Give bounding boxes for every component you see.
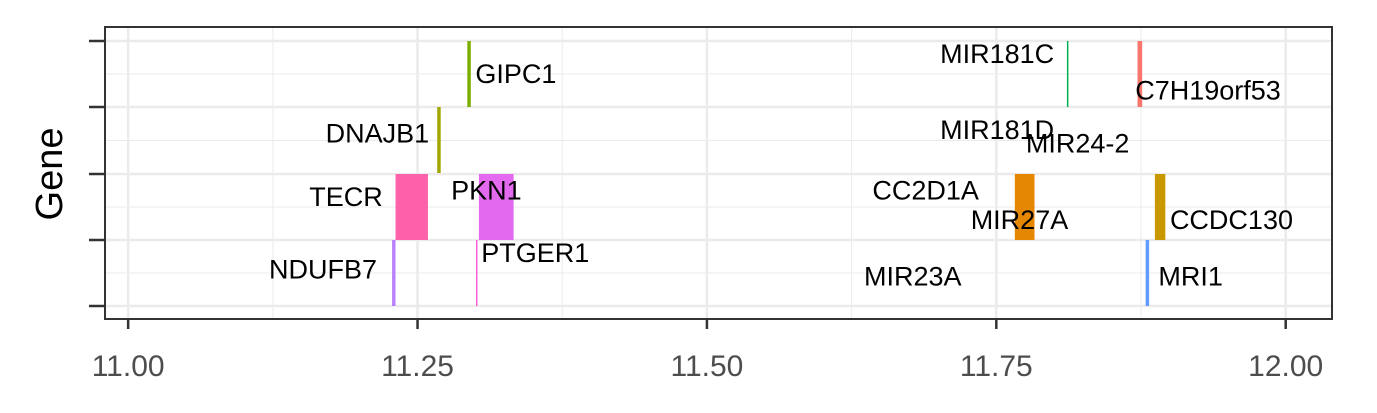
- gene-mark-gipc1: [467, 41, 471, 107]
- gene-label-tecr: TECR: [309, 182, 383, 212]
- gene-mark-tecr: [395, 174, 428, 240]
- x-tick-label: 11.50: [670, 350, 743, 383]
- gene-label-c7h19orf53: C7H19orf53: [1135, 76, 1281, 106]
- gene-mark-ccdc130: [1154, 174, 1166, 240]
- gene-mark-mri1: [1145, 240, 1150, 306]
- gene-label-mir24-2: MIR24-2: [1026, 128, 1130, 158]
- x-tick-label: 12.00: [1248, 350, 1323, 383]
- y-axis-ticks: [89, 39, 105, 308]
- gene-mark-mir27a: [1014, 174, 1035, 240]
- gene-label-ndufb7: NDUFB7: [269, 255, 377, 285]
- gene-mark-ptger1: [475, 240, 478, 306]
- y-axis-title: Gene: [29, 128, 71, 221]
- gene-label-mir23a: MIR23A: [864, 261, 962, 291]
- gene-marks: [392, 41, 1166, 306]
- gene-mark-c7h19orf53: [1137, 41, 1143, 107]
- gene-label-mri1: MRI1: [1158, 261, 1223, 291]
- x-tick-label: 11.75: [960, 350, 1033, 383]
- x-axis-tick-labels: 11.00 11.25 11.50 11.75 12.00: [92, 350, 1324, 383]
- gene-label-ptger1: PTGER1: [481, 238, 589, 268]
- x-tick-label: 11.25: [381, 350, 454, 383]
- gene-label-mir181c: MIR181C: [940, 39, 1054, 69]
- gene-mark-ndufb7: [392, 240, 396, 306]
- gene-label-ccdc130: CCDC130: [1170, 205, 1293, 235]
- gene-label-dnajb1: DNAJB1: [326, 118, 430, 148]
- major-grid: [105, 27, 1332, 319]
- gene-mark-mir181c: [1066, 41, 1069, 107]
- x-tick-label: 11.00: [92, 350, 165, 383]
- gene-label-mir181d: MIR181D: [940, 115, 1054, 145]
- gene-mark-pkn1: [478, 174, 514, 240]
- gene-mark-dnajb1: [437, 107, 441, 173]
- gene-label-mir27a: MIR27A: [971, 205, 1069, 235]
- gene-label-pkn1: PKN1: [451, 176, 522, 206]
- gene-label-cc2d1a: CC2D1A: [872, 176, 979, 206]
- x-axis-ticks: [126, 319, 1287, 329]
- gene-label-gipc1: GIPC1: [475, 59, 556, 89]
- gene-labels: GIPC1 MIR181C C7H19orf53 DNAJB1 MIR181DMIR24…: [269, 39, 1293, 291]
